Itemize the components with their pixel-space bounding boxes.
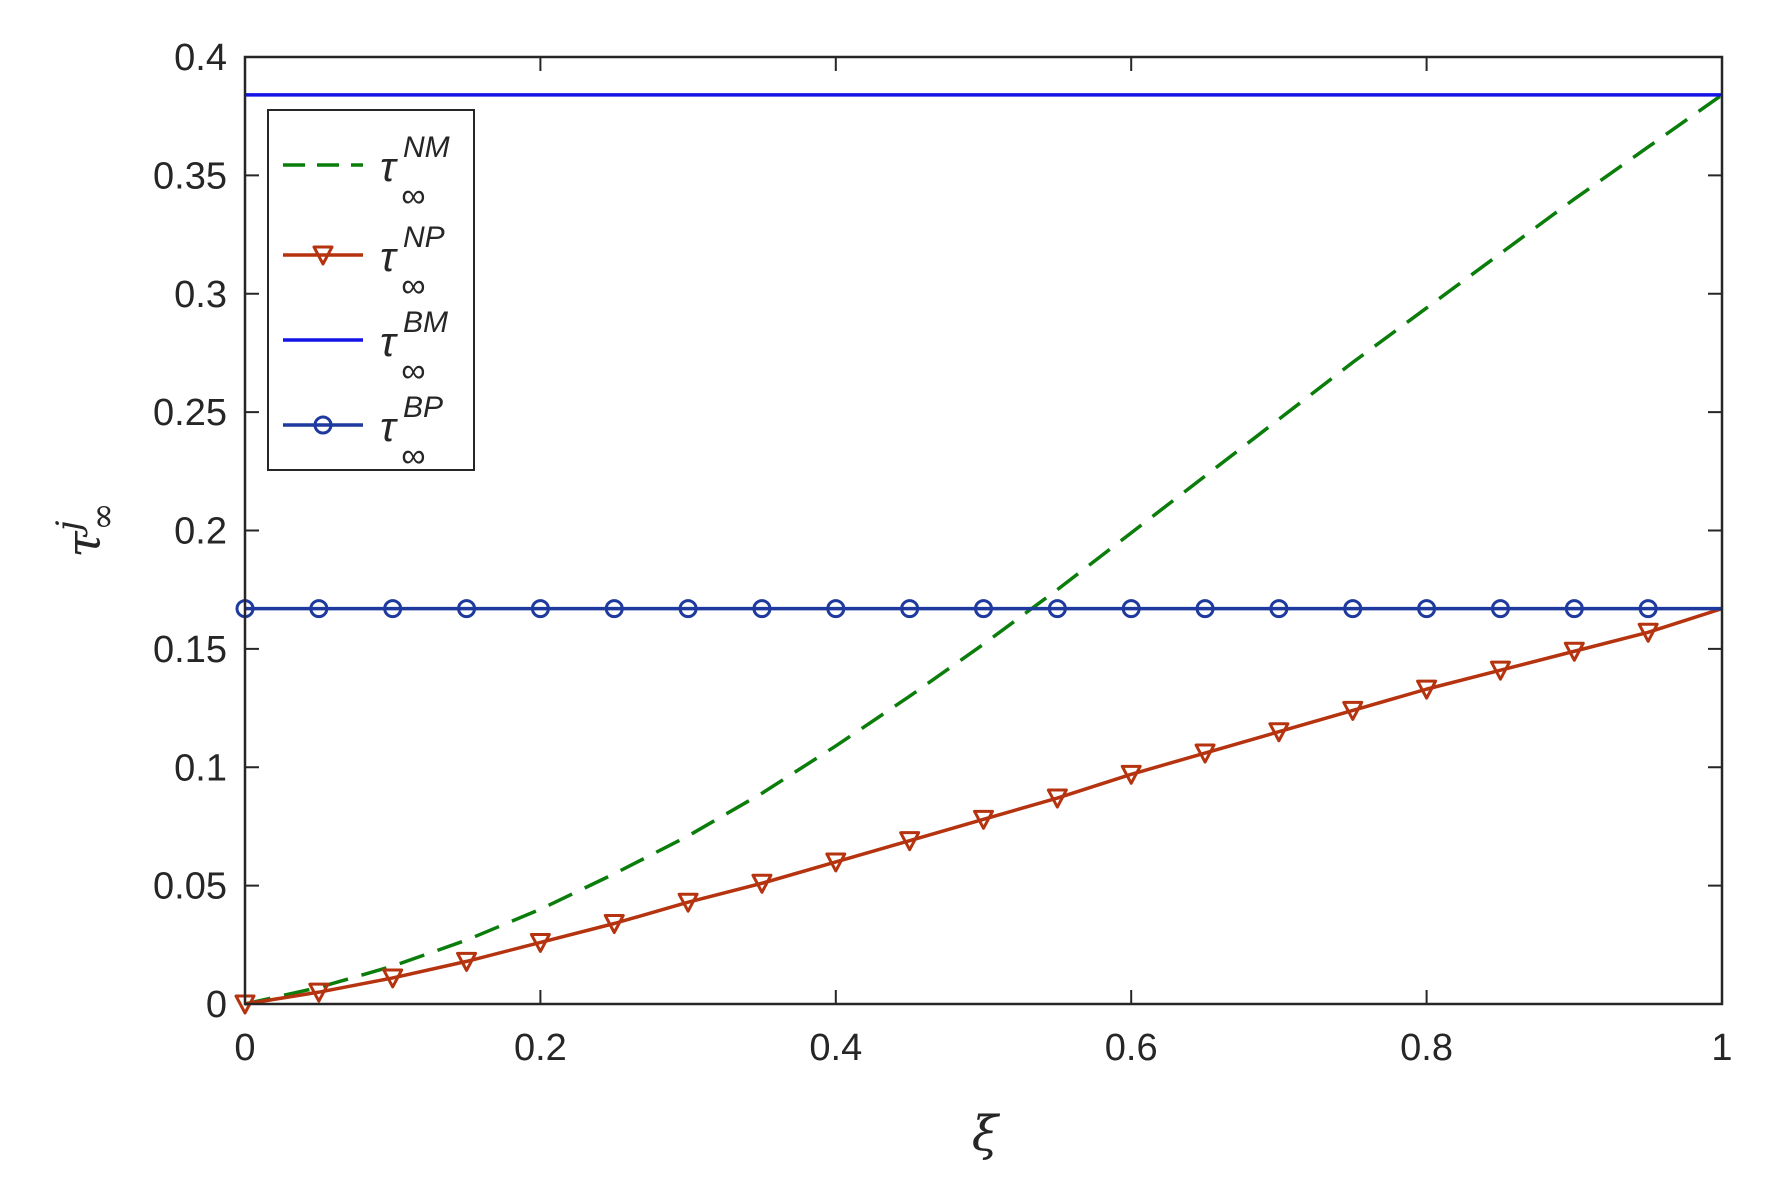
data-point: [1490, 599, 1510, 619]
data-point: [383, 599, 403, 619]
x-axis-label: ξ: [972, 1106, 1001, 1162]
data-point: [1343, 599, 1363, 619]
x-tick-label: 1: [1711, 1027, 1732, 1069]
data-point: [603, 914, 625, 935]
y-tick-label: 0.4: [174, 37, 227, 79]
legend-label-base: τ: [380, 233, 398, 280]
data-point: [1637, 622, 1659, 643]
data-point: [1268, 722, 1290, 743]
data-point: [825, 852, 847, 873]
data-point: [1047, 599, 1067, 619]
y-axis-label-base: τ: [56, 530, 112, 558]
data-point: [312, 245, 334, 266]
data-point: [1416, 679, 1438, 700]
y-tick-label: 0.2: [174, 511, 227, 553]
data-point: [1638, 599, 1658, 619]
y-tick-label: 0.05: [153, 866, 227, 908]
series-line: [244, 93, 1724, 1006]
data-point: [752, 599, 772, 619]
legend-item-bm: τ BM ∞: [283, 306, 448, 390]
y-tick-label: 0.1: [174, 747, 227, 789]
legend-box: [267, 109, 475, 471]
legend-label-sub: ∞: [401, 267, 425, 305]
x-tick-label: 0: [234, 1027, 255, 1069]
legend-label-sup: NM: [403, 131, 450, 164]
data-point: [1194, 743, 1216, 764]
x-tick-label: 0.4: [809, 1027, 862, 1069]
data-point: [604, 599, 624, 619]
legend-label-base: τ: [380, 318, 398, 365]
y-tick-label: 0: [206, 984, 227, 1026]
x-tick-label: 0.2: [514, 1027, 567, 1069]
series-layer: [234, 93, 1724, 1015]
data-point: [1342, 700, 1364, 721]
y-tick-label: 0.15: [153, 629, 227, 671]
data-point: [1120, 764, 1142, 785]
data-point: [900, 599, 920, 619]
data-point: [313, 415, 333, 435]
legend-item-bp: τ BP ∞: [283, 391, 443, 475]
legend-label-sup: NP: [403, 221, 445, 254]
data-point: [677, 892, 699, 913]
data-point: [826, 599, 846, 619]
series-bp: [235, 599, 1722, 619]
data-point: [457, 599, 477, 619]
legend-label-sup: BM: [403, 306, 448, 339]
data-point: [1417, 599, 1437, 619]
legend-label-base: τ: [380, 403, 398, 450]
legend-label-sub: ∞: [401, 352, 425, 390]
x-tick-label: 0.6: [1105, 1027, 1158, 1069]
svg-text:τj∞: τj∞: [49, 502, 123, 557]
data-point: [751, 873, 773, 894]
data-point: [1269, 599, 1289, 619]
series-nm: [244, 93, 1724, 1006]
y-tick-label: 0.25: [153, 392, 227, 434]
y-axis-label: τj∞: [49, 502, 123, 557]
data-point: [1563, 641, 1585, 662]
data-point: [456, 951, 478, 972]
legend-label-base: τ: [380, 143, 398, 190]
legend-label-sub: ∞: [401, 177, 425, 215]
data-point: [1489, 660, 1511, 681]
x-tick-label: 0.8: [1400, 1027, 1453, 1069]
data-point: [1046, 788, 1068, 809]
data-point: [899, 831, 921, 852]
data-point: [308, 982, 330, 1003]
legend: τ NM∞τ NP∞τ BM∞τ BP∞: [267, 109, 475, 475]
data-point: [1195, 599, 1215, 619]
legend-item-np: τ NP ∞: [283, 221, 445, 305]
legend-label-sub: ∞: [401, 437, 425, 475]
y-tick-label: 0.35: [153, 155, 227, 197]
data-point: [530, 599, 550, 619]
data-point: [1121, 599, 1141, 619]
data-point: [974, 599, 993, 619]
data-point: [529, 932, 551, 953]
data-point: [1564, 599, 1584, 619]
data-point: [382, 968, 404, 989]
legend-item-nm: τ NM ∞: [283, 131, 450, 215]
data-point: [973, 809, 994, 830]
series-line: [244, 606, 1723, 1006]
y-axis-label-sub: ∞: [83, 502, 123, 530]
y-tick-label: 0.3: [174, 274, 227, 316]
legend-label-sup: BP: [403, 391, 443, 424]
data-point: [678, 599, 698, 619]
data-point: [309, 599, 329, 619]
plot-area: [245, 57, 1722, 1004]
ticks-layer: 0 0.2 0.4 0.6 0.8 1 0 0.05 0.1 0.15 0.2 0.25 0.3 0.35…: [153, 37, 1733, 1069]
